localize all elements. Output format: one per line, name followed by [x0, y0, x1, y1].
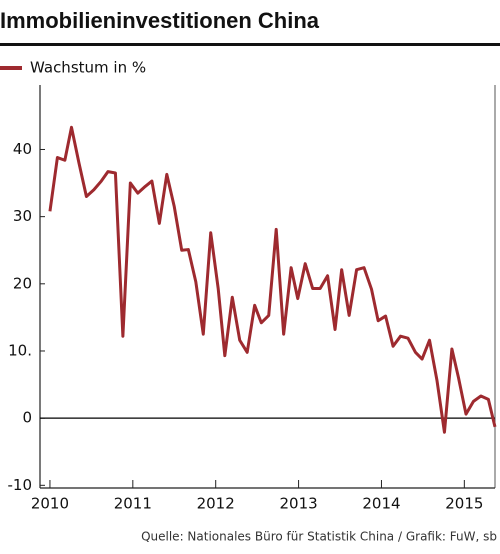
x-tick-label: 2010: [31, 495, 69, 513]
legend-label: Wachstum in %: [30, 59, 146, 77]
x-tick-label: 2011: [114, 495, 152, 513]
source: Quelle: Nationales Büro für Statistik Ch…: [141, 530, 497, 544]
data-line: [48, 125, 497, 434]
x-tick-label: 2013: [279, 495, 317, 513]
y-tick-label: 20: [13, 274, 32, 292]
y-tick-label: 30: [13, 207, 32, 225]
y-tick-label: -10: [8, 476, 33, 494]
title-rule: [0, 43, 500, 46]
y-tick-label: 0: [22, 409, 32, 427]
x-tick-label: 2015: [445, 495, 483, 513]
y-tick-label: 10.: [8, 341, 32, 359]
x-tick-label: 2012: [197, 495, 235, 513]
x-tick-label: 2014: [362, 495, 400, 513]
y-tick-label: 40: [13, 140, 32, 158]
chart-title: Immobilieninvestitionen China: [0, 8, 320, 33]
